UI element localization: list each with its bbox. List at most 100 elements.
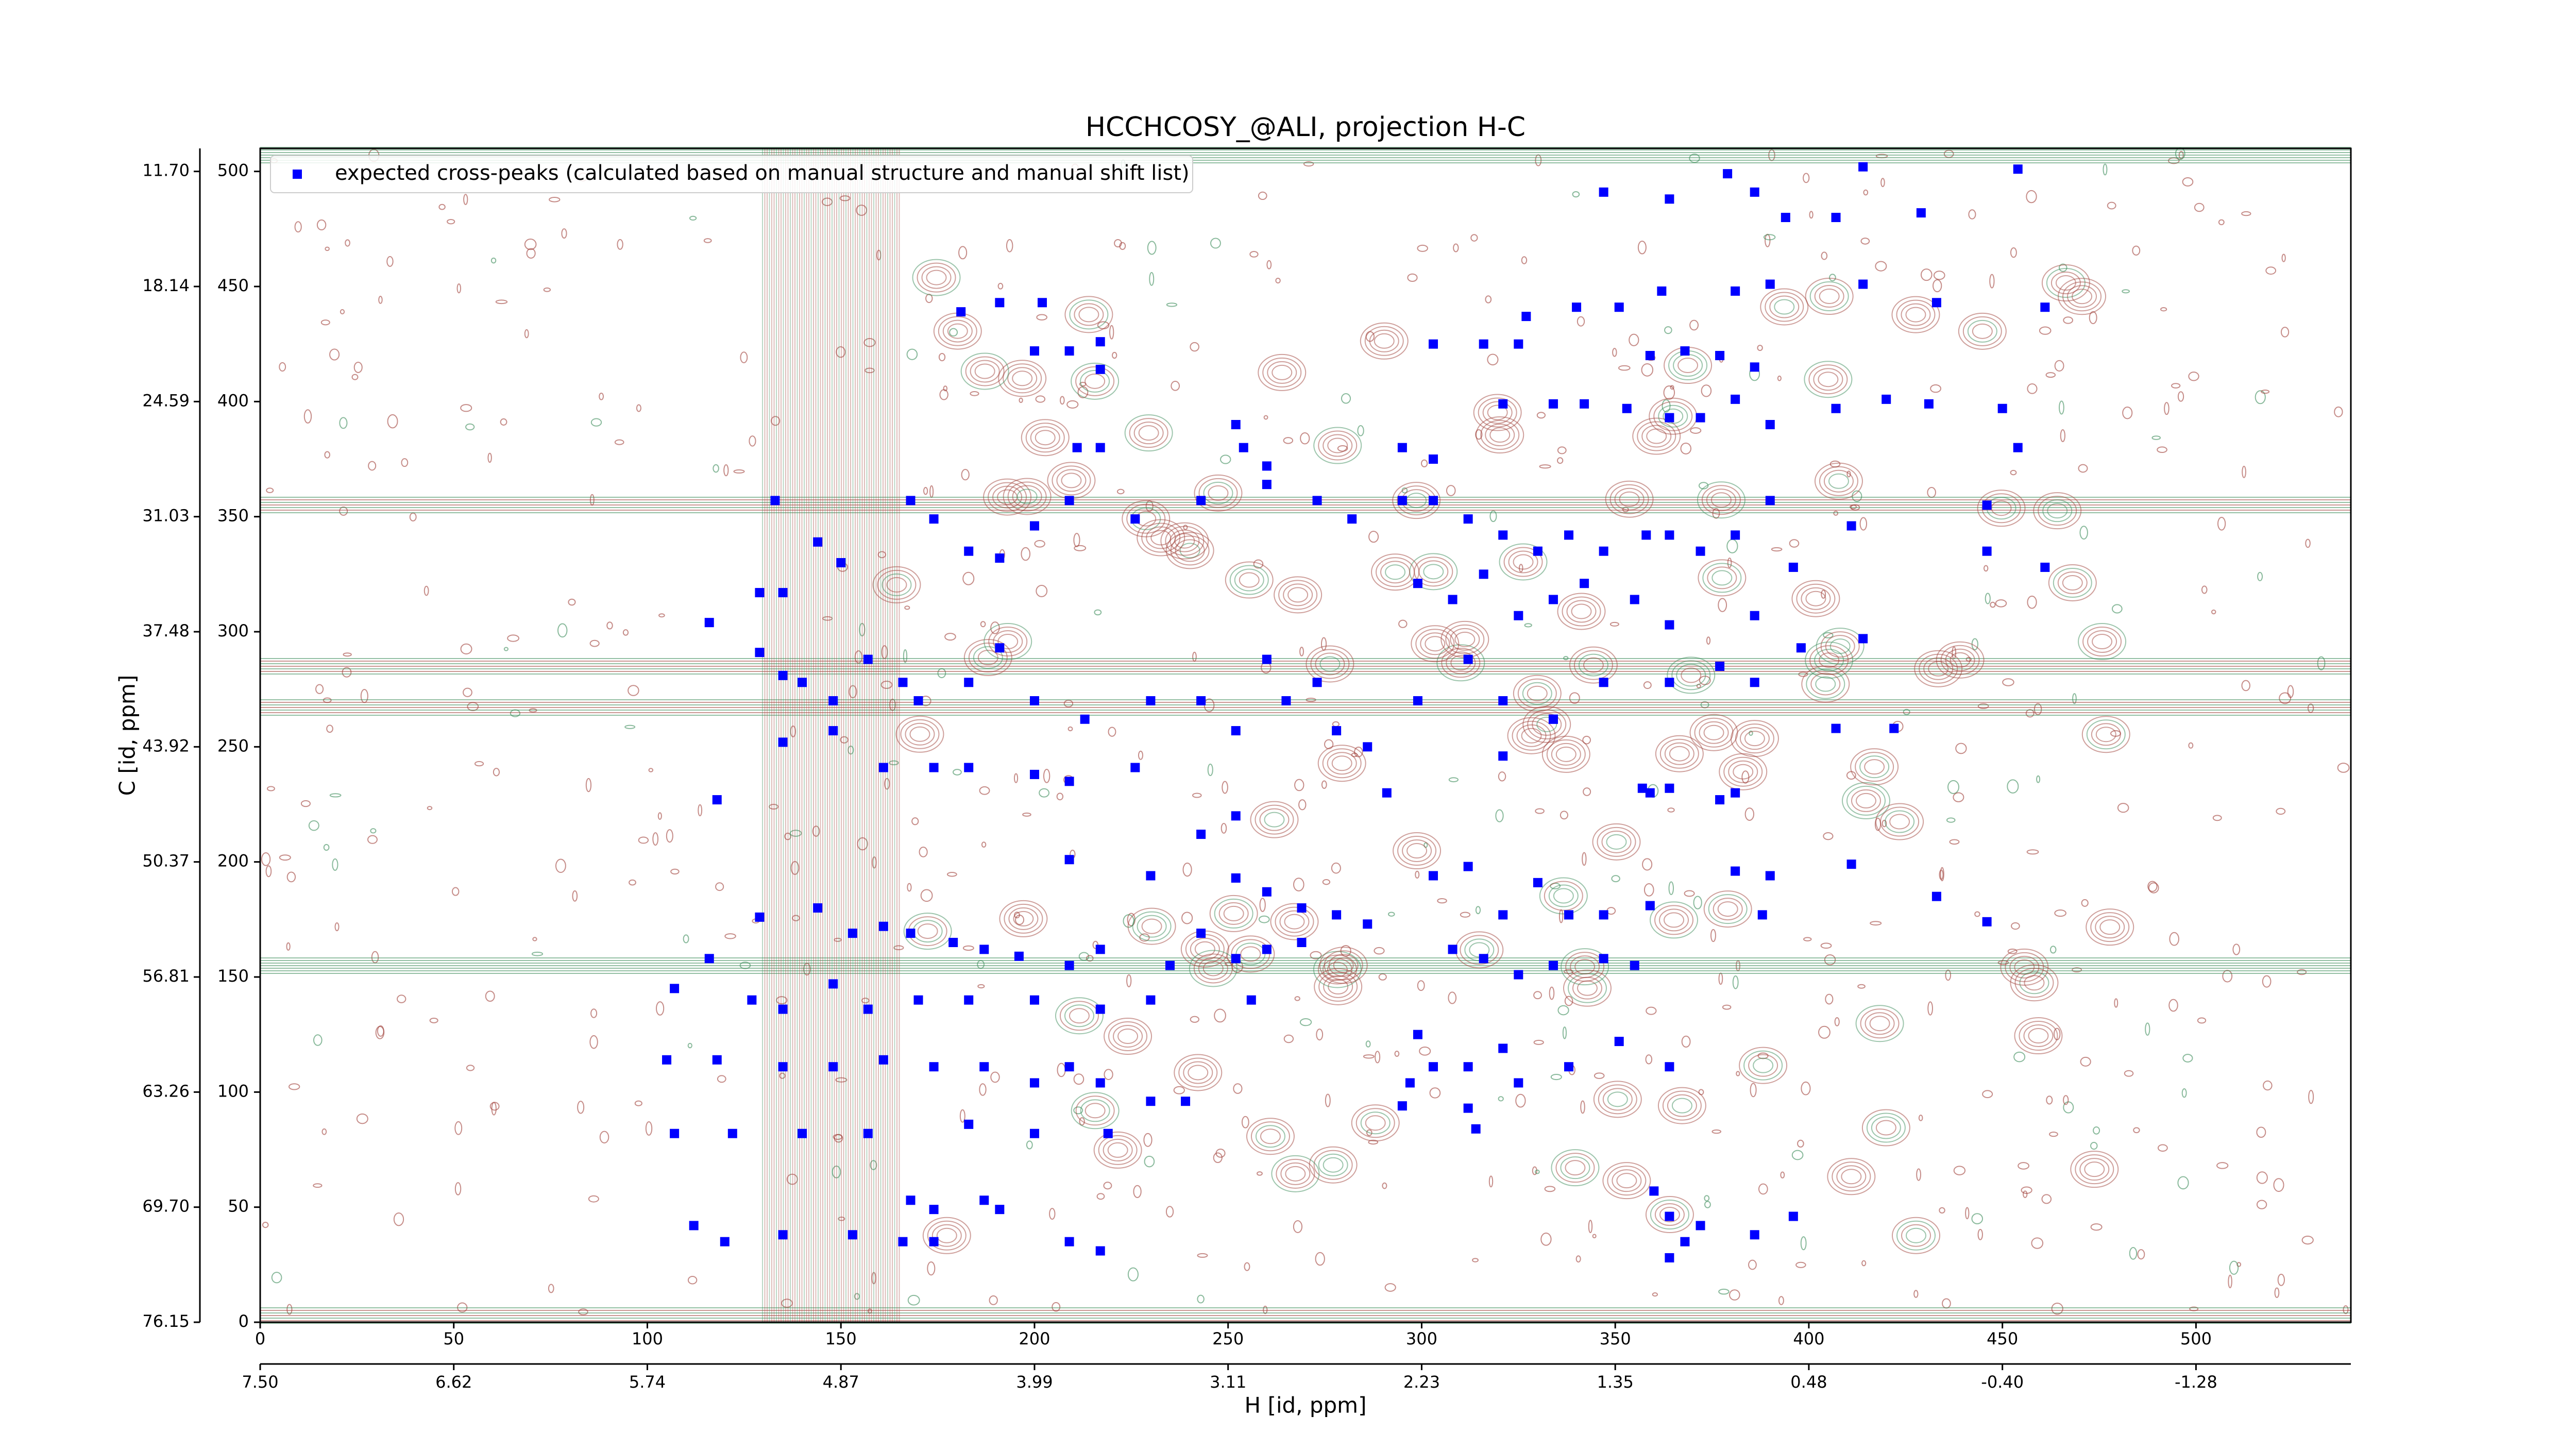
cross-peak (798, 1128, 807, 1138)
contour-speck (990, 621, 1000, 634)
contour-blob (1392, 482, 1441, 519)
contour-speck (261, 852, 271, 866)
contour-speck (1880, 178, 1885, 188)
contour-speck (1073, 533, 1080, 547)
contour-speck (1823, 632, 1834, 638)
contour-speck (1133, 1185, 1142, 1198)
contour-blob (1760, 288, 1809, 326)
contour-blob (1327, 437, 1348, 453)
contour-speck (1127, 1267, 1139, 1282)
cross-peak (828, 1062, 838, 1072)
contour-speck (1577, 316, 1585, 327)
cross-peak (1262, 480, 1272, 490)
contour-blob (1141, 918, 1162, 934)
contour-speck (2132, 245, 2141, 256)
cross-peak (1014, 951, 1024, 961)
cross-peak (1312, 496, 1322, 506)
contour-speck (2242, 465, 2246, 478)
contour-speck (958, 246, 968, 260)
contour-blob (1609, 484, 1649, 514)
contour-speck (1039, 788, 1050, 798)
contour-blob (1815, 676, 1836, 692)
contour-speck (2054, 360, 2064, 372)
contour-speck (1718, 598, 1727, 612)
cross-peak (1297, 938, 1307, 947)
contour-speck (557, 623, 568, 638)
contour-blob (1801, 587, 1831, 610)
cross-peak (1397, 496, 1407, 506)
cross-peak (1731, 866, 1740, 876)
contour-speck (962, 571, 975, 585)
contour-blob (1179, 543, 1200, 559)
contour-blob (2062, 281, 2102, 312)
contour-blob (921, 266, 952, 289)
contour-speck (1149, 272, 1155, 286)
contour-blob (1035, 430, 1056, 446)
contour-speck (779, 1072, 786, 1079)
contour-speck (911, 817, 919, 825)
contour-speck (1210, 238, 1221, 249)
contour-speck (1780, 1171, 1785, 1178)
contour-blob (1240, 946, 1261, 962)
contour-blob (2019, 1021, 2058, 1051)
contour-blob (1393, 832, 1442, 870)
contour-speck (2041, 1194, 2052, 1204)
contour-speck (1233, 1083, 1243, 1094)
contour-speck (429, 1017, 438, 1023)
contour-speck (1299, 646, 1304, 656)
contour-speck (1778, 1296, 1784, 1305)
contour-blob (1805, 278, 1854, 315)
contour-blob (1832, 1161, 1871, 1192)
contour-blob (1962, 316, 2002, 346)
contour-speck (1710, 929, 1716, 942)
contour-speck (1971, 1213, 1984, 1224)
contour-speck (1321, 780, 1327, 789)
contour-speck (493, 768, 500, 777)
contour-speck (1990, 601, 1996, 608)
contour-blob (938, 316, 977, 346)
contour-blob (1654, 1203, 1685, 1226)
contour-blob (1743, 1050, 1783, 1081)
contour-blob (1823, 469, 1854, 493)
cross-peak (956, 307, 966, 317)
contour-speck (1664, 326, 1672, 334)
cross-peak (755, 648, 765, 658)
contour-blob (1667, 1094, 1697, 1117)
y-axis-title: C [id, ppm] (115, 675, 140, 796)
cross-peak (979, 1062, 989, 1072)
cross-peak (1463, 1103, 1473, 1113)
cross-peak (1332, 726, 1342, 736)
contour-speck (2308, 1090, 2314, 1104)
contour-blob (1133, 422, 1164, 445)
cross-peak (1382, 788, 1392, 798)
contour-blob (1541, 735, 1590, 773)
contour-speck (927, 1261, 936, 1276)
contour-blob (1592, 823, 1641, 861)
contour-blob (1007, 481, 1047, 512)
x-tick-label: 150 (825, 1329, 857, 1349)
x2-tick-label: 0.48 (1790, 1372, 1827, 1392)
cross-peak (1413, 579, 1422, 588)
contour-speck (1757, 345, 1763, 351)
contour-speck (288, 1083, 300, 1090)
contour-speck (2212, 815, 2222, 821)
contour-speck (1190, 342, 1199, 352)
contour-speck (532, 937, 537, 941)
contour-blob (1203, 481, 1233, 504)
contour-speck (378, 295, 383, 304)
contour-speck (849, 685, 857, 699)
contour-speck (944, 633, 956, 641)
contour-speck (2090, 1223, 2103, 1231)
contour-speck (1916, 1168, 1921, 1181)
cross-peak (1037, 298, 1047, 308)
contour-speck (1521, 256, 1528, 264)
contour-speck (961, 469, 970, 481)
contour-blob (1667, 656, 1716, 694)
contour-blob (1730, 720, 1779, 757)
contour-speck (1736, 1071, 1740, 1076)
cross-peak (1297, 903, 1307, 913)
contour-blob (1108, 1021, 1148, 1052)
contour-blob (1397, 836, 1437, 866)
contour-speck (1485, 295, 1492, 304)
contour-speck (838, 1217, 845, 1221)
